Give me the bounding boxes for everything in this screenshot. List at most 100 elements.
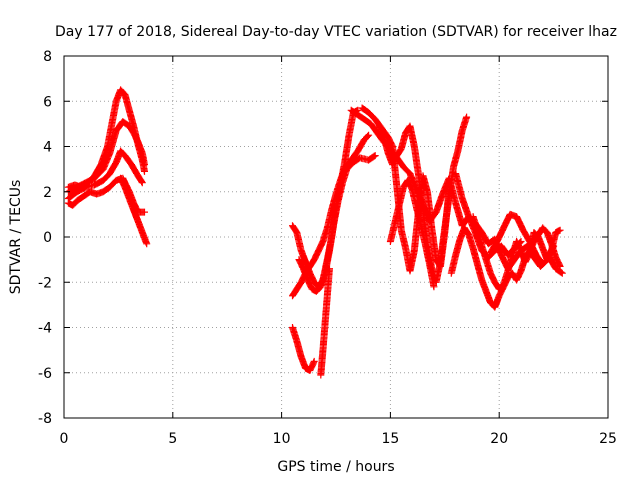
data-point	[472, 247, 474, 250]
data-point	[537, 236, 540, 238]
data-point	[350, 159, 353, 161]
data-point	[326, 227, 329, 229]
data-point	[502, 283, 505, 286]
data-point	[309, 265, 311, 268]
data-point	[76, 186, 78, 189]
data-point	[108, 186, 111, 189]
data-point	[520, 240, 522, 243]
data-point	[396, 186, 398, 189]
data-point	[494, 281, 496, 284]
data-point	[554, 256, 557, 259]
data-point	[415, 206, 418, 209]
data-point	[361, 107, 363, 109]
data-point	[137, 175, 139, 177]
data-point	[337, 200, 339, 202]
data-point	[526, 245, 529, 247]
data-point	[352, 161, 355, 164]
series-trace-10	[317, 265, 333, 379]
data-point	[367, 159, 370, 161]
data-point	[143, 163, 146, 166]
data-point	[67, 186, 70, 189]
data-point	[132, 125, 135, 127]
data-point	[328, 249, 331, 252]
data-point	[396, 154, 398, 157]
axis-ticks: 0 5 10 15 20 25 -8 -6 -4 -2 0 2 4 6 8	[38, 49, 617, 447]
series-trace-8	[295, 152, 379, 295]
data-point	[319, 374, 322, 376]
data-point	[546, 258, 548, 261]
data-point	[417, 175, 420, 177]
data-point	[346, 168, 348, 170]
data-point	[102, 179, 104, 182]
series-trace-13	[376, 113, 471, 286]
data-point	[76, 190, 78, 193]
data-point	[539, 265, 542, 268]
data-point	[459, 238, 461, 241]
series-trace-3	[64, 147, 146, 202]
data-point	[141, 152, 144, 155]
data-point	[356, 109, 359, 112]
data-point	[541, 247, 544, 250]
x-tick-label: 15	[381, 431, 399, 447]
data-point	[494, 306, 496, 308]
data-point	[319, 285, 322, 288]
data-point	[115, 100, 118, 103]
series-trace-14	[386, 176, 438, 291]
data-point	[454, 202, 457, 204]
data-point	[300, 249, 302, 252]
data-point	[404, 247, 407, 250]
y-tick-label: 6	[43, 94, 52, 110]
data-point	[356, 114, 359, 116]
data-point	[435, 258, 437, 261]
data-point	[430, 227, 433, 229]
data-point	[309, 369, 311, 372]
data-point	[402, 166, 405, 168]
y-tick-label: 4	[43, 140, 52, 156]
data-point	[533, 231, 535, 234]
data-point	[130, 163, 133, 166]
data-point	[128, 109, 131, 112]
data-point	[467, 233, 470, 236]
data-point	[541, 227, 544, 229]
data-point	[452, 166, 455, 168]
data-point	[324, 272, 326, 275]
series-trace-5	[117, 174, 151, 248]
data-point	[489, 272, 492, 275]
data-point	[461, 129, 464, 132]
data-point	[559, 265, 561, 268]
data-point	[428, 263, 431, 265]
y-tick-label: -4	[38, 321, 52, 337]
y-tick-label: -8	[38, 411, 52, 427]
data-point	[391, 163, 394, 166]
data-point	[515, 279, 518, 281]
data-point	[457, 150, 459, 152]
data-point	[132, 132, 135, 134]
data-point	[76, 200, 78, 202]
data-point	[300, 281, 302, 284]
y-tick-label: 2	[43, 185, 52, 201]
x-axis-label: GPS time / hours	[277, 459, 394, 475]
data-point	[304, 261, 307, 263]
data-point	[487, 242, 490, 245]
data-point	[124, 93, 126, 96]
data-point	[93, 177, 96, 179]
data-point	[528, 240, 531, 243]
data-point	[309, 272, 311, 275]
data-point	[422, 175, 424, 177]
data-point	[511, 254, 514, 256]
data-point	[502, 227, 505, 229]
data-point	[433, 285, 435, 288]
data-point	[322, 240, 324, 243]
data-point	[444, 227, 446, 229]
data-point	[463, 227, 466, 229]
data-point	[111, 123, 113, 125]
data-point	[389, 240, 392, 243]
data-point	[376, 132, 379, 134]
data-point	[424, 242, 427, 245]
data-point	[441, 193, 444, 195]
data-point	[546, 231, 548, 234]
data-point	[67, 202, 70, 204]
data-point	[515, 215, 518, 218]
data-point	[291, 295, 294, 297]
data-point	[413, 145, 416, 148]
